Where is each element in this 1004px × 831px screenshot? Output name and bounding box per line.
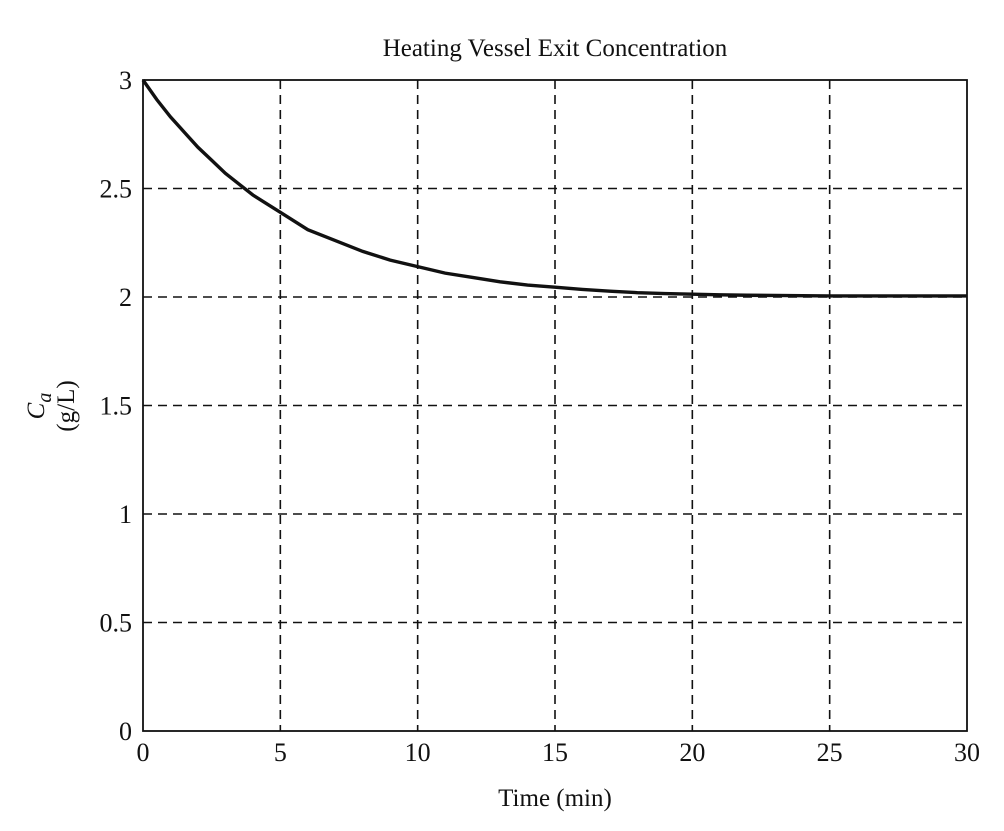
x-tick-label: 0 bbox=[137, 738, 150, 767]
y-tick-label: 0 bbox=[119, 717, 132, 746]
y-tick-label: 2.5 bbox=[100, 175, 133, 204]
x-axis-label: Time (min) bbox=[498, 785, 612, 812]
y-tick-label: 3 bbox=[119, 66, 132, 95]
x-tick-label: 30 bbox=[954, 738, 980, 767]
y-axis-label: Ca (g/L) bbox=[23, 380, 80, 431]
grid-lines bbox=[143, 80, 967, 731]
y-axis-unit: (g/L) bbox=[53, 380, 80, 431]
y-tick-label: 0.5 bbox=[100, 609, 133, 638]
x-tick-label: 15 bbox=[542, 738, 568, 767]
y-axis-symbol-main: C bbox=[23, 402, 50, 419]
x-tick-label: 25 bbox=[817, 738, 843, 767]
y-axis-symbol-subscript: a bbox=[34, 393, 56, 403]
y-tick-label: 1.5 bbox=[100, 392, 133, 421]
x-tick-labels: 0 5 10 15 20 25 30 bbox=[137, 738, 981, 767]
x-tick-label: 20 bbox=[679, 738, 705, 767]
y-axis-symbol: Ca bbox=[23, 393, 56, 420]
concentration-curve bbox=[141, 79, 967, 298]
chart-title: Heating Vessel Exit Concentration bbox=[383, 35, 728, 62]
plot-frame bbox=[142, 79, 968, 732]
y-tick-label: 1 bbox=[119, 500, 132, 529]
y-tick-labels: 0 0.5 1 1.5 2 2.5 3 bbox=[100, 66, 133, 746]
x-tick-label: 5 bbox=[274, 738, 287, 767]
x-tick-label: 10 bbox=[405, 738, 431, 767]
y-tick-label: 2 bbox=[119, 283, 132, 312]
